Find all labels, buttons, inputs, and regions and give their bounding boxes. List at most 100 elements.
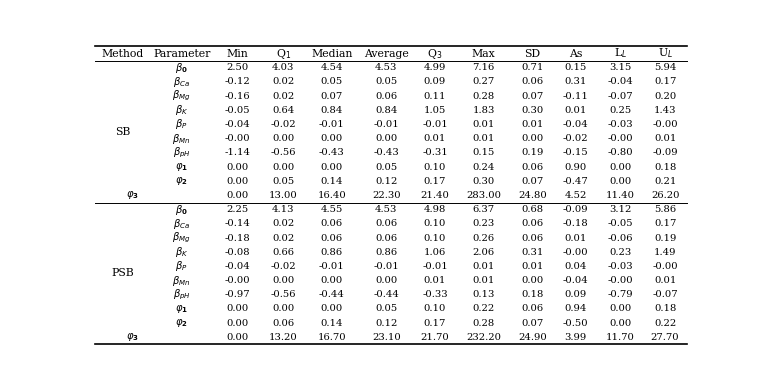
Text: 0.06: 0.06 <box>521 77 543 86</box>
Text: $\beta_K$: $\beta_K$ <box>175 103 188 117</box>
Text: PSB: PSB <box>111 269 134 279</box>
Text: -0.00: -0.00 <box>225 134 250 143</box>
Text: 0.01: 0.01 <box>654 276 676 285</box>
Text: 0.05: 0.05 <box>320 77 343 86</box>
Text: -0.01: -0.01 <box>373 262 399 271</box>
Text: 4.53: 4.53 <box>375 205 398 214</box>
Text: -0.04: -0.04 <box>225 262 250 271</box>
Text: $\beta_{Ca}$: $\beta_{Ca}$ <box>173 217 190 231</box>
Text: -1.14: -1.14 <box>224 148 250 158</box>
Text: 2.25: 2.25 <box>227 205 249 214</box>
Text: 0.26: 0.26 <box>472 233 494 243</box>
Text: 0.31: 0.31 <box>521 248 544 257</box>
Text: -0.07: -0.07 <box>607 92 633 101</box>
Text: -0.00: -0.00 <box>652 120 678 129</box>
Text: 0.00: 0.00 <box>272 163 295 171</box>
Text: 0.18: 0.18 <box>654 163 676 171</box>
Text: 0.06: 0.06 <box>521 219 543 228</box>
Text: 0.00: 0.00 <box>521 276 543 285</box>
Text: 16.40: 16.40 <box>317 191 346 200</box>
Text: 0.17: 0.17 <box>654 219 676 228</box>
Text: -0.14: -0.14 <box>224 219 250 228</box>
Text: Average: Average <box>364 48 409 58</box>
Text: 0.15: 0.15 <box>565 63 587 72</box>
Text: 0.23: 0.23 <box>472 219 495 228</box>
Text: 0.05: 0.05 <box>375 305 398 313</box>
Text: 4.55: 4.55 <box>320 205 343 214</box>
Text: -0.09: -0.09 <box>652 148 678 158</box>
Text: 0.09: 0.09 <box>565 290 587 299</box>
Text: 0.68: 0.68 <box>521 205 543 214</box>
Text: Min: Min <box>227 48 249 58</box>
Text: 21.70: 21.70 <box>420 333 449 342</box>
Text: 4.03: 4.03 <box>272 63 295 72</box>
Text: -0.04: -0.04 <box>225 120 250 129</box>
Text: -0.01: -0.01 <box>422 262 448 271</box>
Text: -0.06: -0.06 <box>607 233 633 243</box>
Text: -0.01: -0.01 <box>422 120 448 129</box>
Text: Parameter: Parameter <box>153 48 211 58</box>
Text: -0.47: -0.47 <box>563 177 588 186</box>
Text: 4.99: 4.99 <box>423 63 446 72</box>
Text: $\beta_{Mn}$: $\beta_{Mn}$ <box>172 132 191 146</box>
Text: 0.25: 0.25 <box>609 106 632 115</box>
Text: 0.05: 0.05 <box>375 77 398 86</box>
Text: -0.03: -0.03 <box>607 262 633 271</box>
Text: 0.01: 0.01 <box>565 233 587 243</box>
Text: 0.01: 0.01 <box>472 262 495 271</box>
Text: 0.01: 0.01 <box>423 134 446 143</box>
Text: $\beta_{Ca}$: $\beta_{Ca}$ <box>173 75 190 89</box>
Text: 0.13: 0.13 <box>472 290 495 299</box>
Text: 0.00: 0.00 <box>227 191 249 200</box>
Text: 5.86: 5.86 <box>654 205 676 214</box>
Text: 22.30: 22.30 <box>372 191 401 200</box>
Text: 1.43: 1.43 <box>654 106 676 115</box>
Text: 0.31: 0.31 <box>565 77 587 86</box>
Text: 0.14: 0.14 <box>320 319 343 328</box>
Text: 0.06: 0.06 <box>521 233 543 243</box>
Text: -0.05: -0.05 <box>607 219 633 228</box>
Text: 13.20: 13.20 <box>269 333 298 342</box>
Text: $\beta_P$: $\beta_P$ <box>175 259 188 273</box>
Text: 0.09: 0.09 <box>424 77 446 86</box>
Text: 0.20: 0.20 <box>654 92 676 101</box>
Text: 23.10: 23.10 <box>372 333 401 342</box>
Text: -0.97: -0.97 <box>225 290 250 299</box>
Text: 24.90: 24.90 <box>518 333 547 342</box>
Text: -0.18: -0.18 <box>225 233 250 243</box>
Text: 0.28: 0.28 <box>472 92 495 101</box>
Text: 0.00: 0.00 <box>375 276 398 285</box>
Text: SB: SB <box>115 127 130 137</box>
Text: 0.00: 0.00 <box>521 134 543 143</box>
Text: $\beta_{Mg}$: $\beta_{Mg}$ <box>172 89 191 103</box>
Text: 0.01: 0.01 <box>654 134 676 143</box>
Text: $\varphi_\mathbf{1}$: $\varphi_\mathbf{1}$ <box>175 303 188 315</box>
Text: -0.03: -0.03 <box>607 120 633 129</box>
Text: 4.13: 4.13 <box>272 205 295 214</box>
Text: 0.90: 0.90 <box>565 163 587 171</box>
Text: -0.01: -0.01 <box>319 262 345 271</box>
Text: 0.06: 0.06 <box>375 233 398 243</box>
Text: 0.06: 0.06 <box>521 305 543 313</box>
Text: -0.07: -0.07 <box>652 290 678 299</box>
Text: 3.12: 3.12 <box>609 205 632 214</box>
Text: 2.06: 2.06 <box>472 248 494 257</box>
Text: Q$_3$: Q$_3$ <box>427 46 443 60</box>
Text: 0.24: 0.24 <box>472 163 495 171</box>
Text: -0.50: -0.50 <box>563 319 588 328</box>
Text: 0.01: 0.01 <box>472 120 495 129</box>
Text: 0.00: 0.00 <box>272 134 295 143</box>
Text: 0.07: 0.07 <box>320 92 343 101</box>
Text: 4.98: 4.98 <box>423 205 446 214</box>
Text: Q$_1$: Q$_1$ <box>275 46 291 60</box>
Text: -0.33: -0.33 <box>422 290 448 299</box>
Text: 1.83: 1.83 <box>472 106 495 115</box>
Text: 11.70: 11.70 <box>606 333 635 342</box>
Text: -0.05: -0.05 <box>225 106 250 115</box>
Text: 0.23: 0.23 <box>609 248 632 257</box>
Text: 0.07: 0.07 <box>521 177 543 186</box>
Text: $\beta_{pH}$: $\beta_{pH}$ <box>172 146 191 160</box>
Text: 0.04: 0.04 <box>565 262 587 271</box>
Text: $\varphi_\mathbf{3}$: $\varphi_\mathbf{3}$ <box>126 331 139 343</box>
Text: Median: Median <box>311 48 353 58</box>
